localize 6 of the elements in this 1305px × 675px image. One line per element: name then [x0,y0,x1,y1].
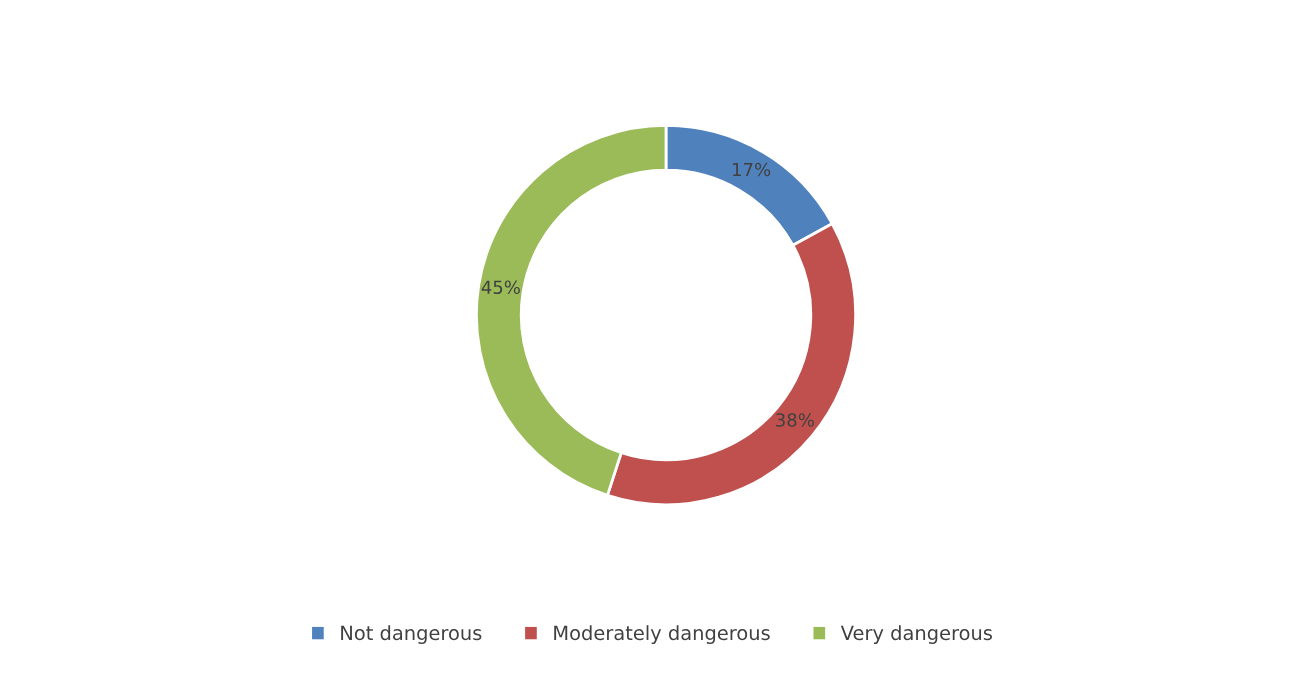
legend-label: Moderately dangerous [554,625,770,644]
legend-label: Very dangerous [840,625,992,644]
data-label: 17% [733,162,771,177]
data-label: 38% [776,413,814,427]
data-label: 45% [481,280,520,295]
legend-label: Not dangerous [341,625,482,644]
